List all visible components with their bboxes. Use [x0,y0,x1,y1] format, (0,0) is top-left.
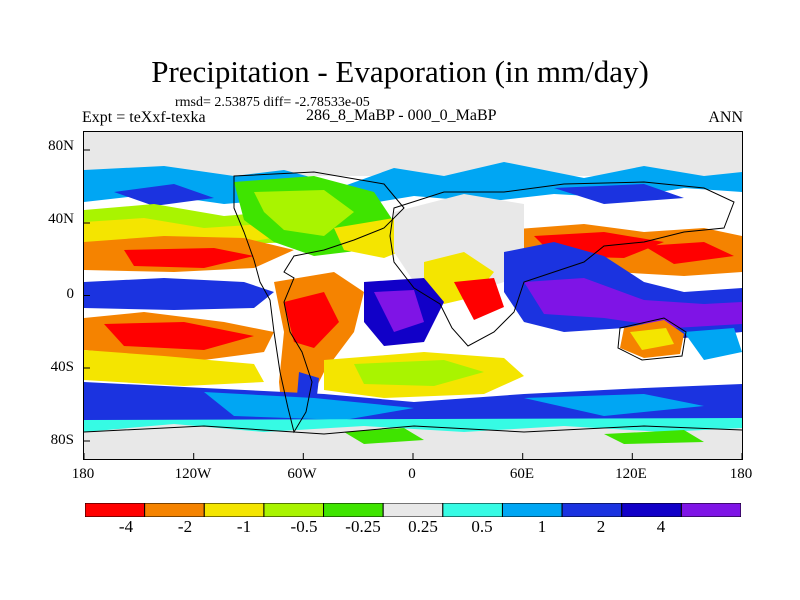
axis-ticks [84,149,742,459]
colorbar-label: 1 [537,517,547,536]
expt-label: Expt = teXxf-texka [82,109,206,126]
x-tick-label: 120E [615,466,647,482]
colorbar-label: 4 [656,517,666,536]
sh-subtropics-atlantic-inner [354,360,484,386]
x-tick-label: 120W [174,466,212,482]
colorbar-swatch [144,503,205,517]
subpolar-north-patches [114,184,684,206]
eurasia-africa-outline [389,181,735,347]
colorbar-swatch [263,503,325,517]
sh-subtropics-pacific-edge [84,350,264,386]
southern-ocean-patches [204,392,704,420]
tropical-pacific-east [84,278,274,310]
colorbar-label: -0.5 [290,517,318,536]
x-tick-label: 60W [287,466,317,482]
y-tick-label: 80N [48,138,74,154]
colorbar-label: -2 [177,517,193,536]
east-africa-dry [454,278,504,320]
colorbar-swatch [323,503,384,517]
colorbar-swatch [561,503,623,517]
colorbar-swatch [621,503,682,517]
australia-outline [617,317,687,361]
tropical-atlantic-core [374,290,424,332]
chart-title: Precipitation - Evaporation (in mm/day) [151,54,649,89]
experiment-label: 286_8_MaBP - 000_0_MaBP [306,107,497,124]
x-tick-label: 180 [729,466,753,482]
colorbar-swatch [442,503,503,517]
colorbar-swatch [382,503,444,517]
colorbar-swatch [203,503,265,517]
colorbar-label: 0.25 [408,517,438,536]
colorbar-label: -0.25 [345,517,381,536]
colorbar-label: -4 [118,517,134,536]
colorbar-swatch [85,503,146,517]
indo-pacific-core [524,278,742,328]
season-label: ANN [708,109,743,126]
x-tick-label: 0 [408,466,416,482]
colorbar-label: 0.5 [471,517,493,536]
stats-text: rmsd= 2.53875 diff= -2.78533e-05 [175,95,370,110]
x-tick-label: 180 [71,466,95,482]
colorbar [85,503,741,517]
x-tick-label: 60E [509,466,535,482]
colorbar-swatch [501,503,563,517]
y-tick-label: 40S [50,359,74,375]
colorbar-label: -1 [236,517,252,536]
y-tick-label: 80S [50,432,74,448]
north-america-inner [254,190,354,236]
nh-subtropics-pacific-core [124,248,254,268]
map-plot [83,131,743,460]
south-pacific-convergence [684,328,742,360]
south-america-dry-core [284,292,339,348]
australia-inner [630,328,674,350]
y-tick-label: 40N [48,211,74,227]
sh-subtropics-pacific-core [104,322,254,350]
antarctica-outline [84,425,742,435]
americas-outline [233,171,405,434]
y-tick-label: 0 [66,286,75,302]
colorbar-swatch [680,503,741,517]
antarctica-coastal-patches [344,428,704,444]
antarctica [84,424,742,459]
colorbar-label: 2 [596,517,606,536]
